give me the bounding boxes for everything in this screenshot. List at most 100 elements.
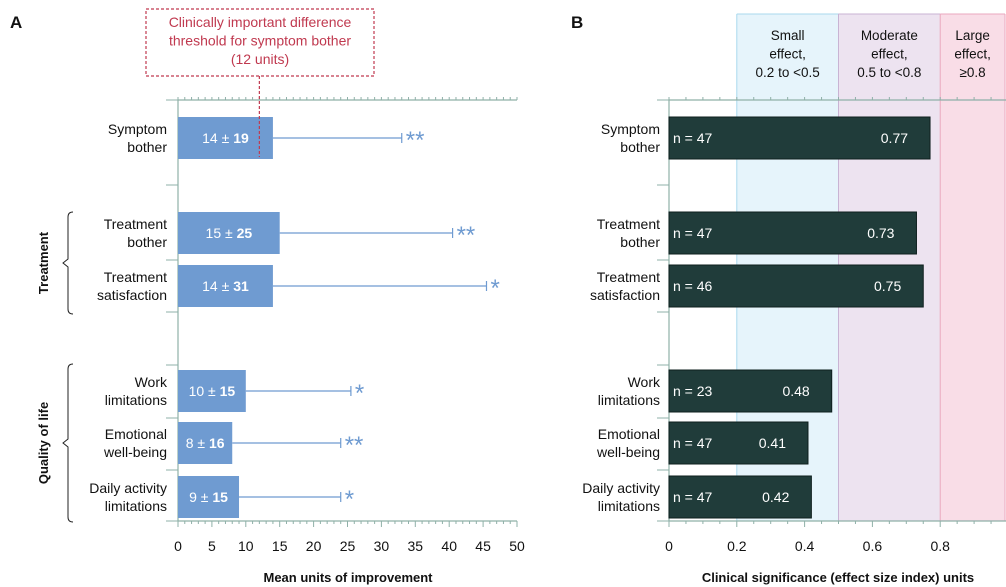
threshold-label-line: threshold for symptom bother (169, 33, 351, 49)
panel-a-bar-sd: 15 (220, 383, 236, 399)
panel-b-x-tick-label: 0.8 (930, 538, 950, 554)
effect-band-label: effect, (954, 47, 991, 62)
panel-b-bar (668, 475, 812, 519)
panel-b-bar (668, 421, 809, 465)
panel-a-bar-mean: 9 (189, 489, 197, 505)
effect-band-label: Moderate (861, 28, 918, 43)
treatment-group-bracket (62, 211, 74, 315)
panel-a-bar-pm: ± (204, 383, 219, 399)
effect-band-label: 0.5 to <0.8 (857, 65, 921, 80)
panel-b-category-label: satisfaction (590, 287, 660, 303)
threshold-label-line: (12 units) (231, 51, 289, 67)
panel-b-category-label: Emotional (598, 426, 660, 442)
panel-a-bar-pm: ± (218, 278, 233, 294)
panel-a-bar (178, 476, 240, 518)
panel-a-category-label: bother (127, 139, 167, 155)
threshold-label-line: Clinically important difference (169, 14, 352, 30)
panel-b-value-label: 0.41 (759, 435, 786, 451)
panel-b-value-label: 0.42 (762, 489, 789, 505)
panel-b-x-axis-label: Clinical significance (effect size index… (702, 570, 974, 585)
effect-band-label: 0.2 to <0.5 (756, 65, 820, 80)
panel-a-category-label: Work (135, 374, 168, 390)
panel-a-significance-marker: * (345, 486, 354, 513)
effect-band-label: effect, (871, 47, 908, 62)
panel-a-letter: A (10, 13, 22, 32)
panel-a-x-tick-label: 0 (174, 538, 182, 554)
quality-of-life-group-label: Quality of life (36, 402, 51, 484)
panel-a-bar (178, 265, 273, 307)
panel-a-bar-mean: 14 (202, 130, 218, 146)
panel-a-bar-label: 9 ± 15 (189, 489, 228, 505)
panel-a-category-label: Treatment (104, 216, 167, 232)
panel-b-category-label: well-being (596, 444, 660, 460)
panel-b-x-tick-label: 0 (665, 538, 673, 554)
panel-a-bar-sd: 16 (209, 435, 225, 451)
panel-a-significance-marker: ** (345, 432, 364, 459)
panel-b-value-label: 0.77 (881, 130, 908, 146)
panel-b-category-label: Work (628, 374, 661, 390)
panel-a-x-tick-label: 40 (441, 538, 457, 554)
panel-a-bar-sd: 15 (212, 489, 228, 505)
panel-a-bar-pm: ± (193, 435, 208, 451)
panel-b-value-label: 0.48 (782, 383, 809, 399)
panel-a-bar-mean: 8 (186, 435, 194, 451)
threshold-annotation-box (145, 8, 375, 77)
panel-b-x-tick-label: 0.6 (863, 538, 883, 554)
panel-b-bar (668, 116, 931, 160)
effect-band-label: Large (955, 28, 990, 43)
panel-b-bar (668, 264, 924, 308)
panel-b-n-label: n = 46 (673, 278, 713, 294)
panel-a-bar-label: 10 ± 15 (189, 383, 236, 399)
effect-band-label: ≥0.8 (960, 65, 986, 80)
panel-a-bar-sd: 19 (233, 130, 249, 146)
panel-a-category-label: Treatment (104, 269, 167, 285)
panel-b-n-label: n = 47 (673, 225, 713, 241)
panel-a-category-label: well-being (103, 444, 167, 460)
panel-a-x-tick-label: 50 (509, 538, 525, 554)
panel-a-bar-mean: 10 (189, 383, 205, 399)
panel-b-value-label: 0.75 (874, 278, 901, 294)
panel-a-category-label: satisfaction (97, 287, 167, 303)
panel-a-bar-pm: ± (197, 489, 212, 505)
panel-b-bar (668, 211, 917, 255)
panel-a-x-tick-label: 10 (238, 538, 254, 554)
panel-a-bar-pm: ± (218, 130, 233, 146)
panel-a-x-axis-label: Mean units of improvement (263, 570, 433, 585)
panel-a-bar-label: 14 ± 31 (202, 278, 249, 294)
panel-a-significance-marker: ** (406, 127, 425, 154)
panel-a-bar-sd: 25 (237, 225, 253, 241)
panel-a-significance-marker: ** (457, 222, 476, 249)
panel-a-x-tick-label: 20 (306, 538, 322, 554)
panel-b-category-label: bother (620, 139, 660, 155)
panel-b-category-label: bother (620, 234, 660, 250)
panel-b-category-label: limitations (598, 392, 660, 408)
panel-a-bar (178, 117, 273, 159)
quality-of-life-group-bracket (62, 363, 74, 523)
panel-a-category-label: Symptom (108, 121, 167, 137)
panel-a-category-label: limitations (105, 392, 167, 408)
panel-a-significance-marker: * (355, 380, 364, 407)
panel-b-category-label: Treatment (597, 269, 660, 285)
panel-a-x-tick-label: 35 (408, 538, 424, 554)
panel-a-x-tick-label: 15 (272, 538, 288, 554)
panel-a-significance-marker: * (490, 275, 499, 302)
panel-a-x-tick-label: 5 (208, 538, 216, 554)
effect-band-label: Small (771, 28, 805, 43)
panel-b-x-tick-label: 0.4 (795, 538, 815, 554)
panel-a-x-tick-label: 25 (340, 538, 356, 554)
panel-a-bar-label: 8 ± 16 (186, 435, 225, 451)
panel-a-x-tick-label: 30 (374, 538, 390, 554)
treatment-group-label: Treatment (36, 231, 51, 294)
panel-a-bar-label: 14 ± 19 (202, 130, 249, 146)
panel-b-x-tick-label: 0.2 (727, 538, 747, 554)
panel-b-category-label: Daily activity (582, 480, 660, 496)
panel-a-bar (178, 422, 233, 464)
panel-a-category-label: Emotional (105, 426, 167, 442)
panel-b-n-label: n = 47 (673, 130, 713, 146)
panel-a-bar-mean: 15 (206, 225, 222, 241)
panel-a-bar-label: 15 ± 25 (206, 225, 253, 241)
panel-b-n-label: n = 47 (673, 435, 713, 451)
effect-band-large (940, 14, 1005, 521)
panel-a-category-label: limitations (105, 498, 167, 514)
